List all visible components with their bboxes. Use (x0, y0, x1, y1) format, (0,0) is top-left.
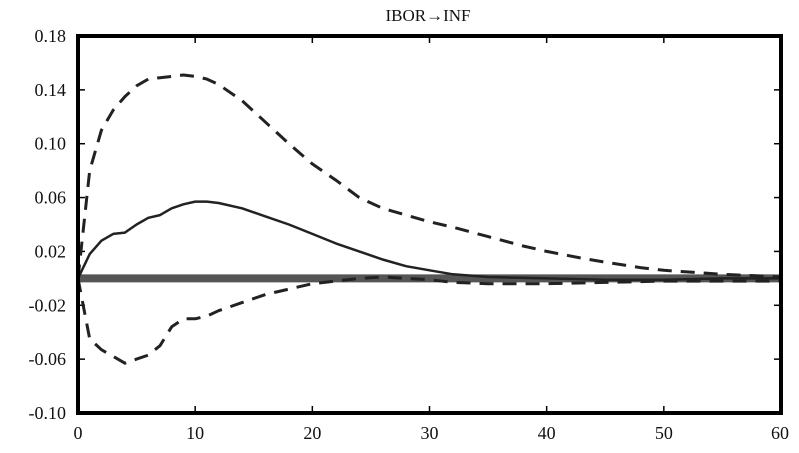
x-tick-label: 50 (655, 423, 673, 443)
y-tick-label: 0.10 (35, 134, 67, 154)
y-tick-label: 0.18 (35, 26, 67, 46)
y-tick-label: -0.06 (29, 349, 67, 369)
upper-band-line (76, 73, 782, 279)
x-tick-label: 10 (186, 423, 204, 443)
lower-band-line (76, 275, 781, 365)
y-tick-label: 0.06 (35, 188, 67, 208)
x-tick-label: 20 (303, 423, 321, 443)
y-tick-label: -0.02 (29, 295, 67, 315)
y-tick-label: 0.02 (35, 241, 67, 261)
y-tick-label: 0.14 (35, 80, 67, 100)
x-tick-label: 40 (538, 423, 556, 443)
x-tick-label: 60 (771, 423, 789, 443)
chart-title: IBOR→INF (385, 6, 470, 25)
response-line (76, 200, 781, 281)
axis-layer: -0.10 -0.06 -0.02 0.02 0.06 0.10 0.14 0.18 0 10 20… (29, 26, 790, 443)
plot-frame (76, 34, 783, 415)
x-tick-label: 30 (421, 423, 439, 443)
series-layer (76, 73, 782, 365)
y-tick-label: -0.10 (29, 403, 67, 423)
x-tick-label: 0 (74, 423, 83, 443)
